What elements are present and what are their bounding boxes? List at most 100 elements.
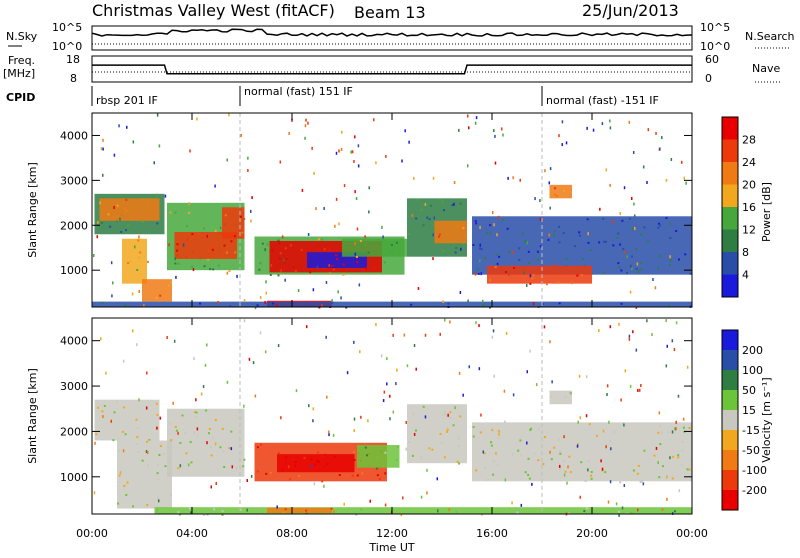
x-tick-label: 00:00 — [676, 527, 708, 540]
colorbar-swatch — [722, 274, 738, 297]
power-region-12 — [434, 220, 467, 244]
velocity-region-4 — [277, 454, 356, 473]
colorbar-tick-label: 200 — [742, 344, 763, 357]
colorbar-swatch — [722, 207, 738, 230]
x-axis-label: Time UT — [368, 541, 414, 554]
colorbar-tick-label: 8 — [742, 246, 749, 259]
velocity-region-0 — [94, 399, 160, 442]
y-tick-label: 1000 — [60, 471, 88, 484]
velocity-scatter — [93, 318, 689, 517]
power-y-axis: 1000 2000 3000 4000 — [60, 129, 692, 277]
cpid-mode-3: normal (fast) -151 IF — [546, 94, 659, 107]
freq-left-tick-top: 18 — [66, 53, 80, 66]
velocity-colorbar-label: Velocity [m s⁻¹] — [760, 377, 773, 462]
colorbar-tick-label: -15 — [742, 424, 760, 437]
velocity-heatmap — [93, 318, 693, 517]
colorbar-tick-label: 12 — [742, 224, 756, 237]
noise-left-tick-top: 10^5 — [52, 21, 82, 34]
power-y-label: Slant Range [km] — [26, 162, 39, 258]
x-tick-label: 16:00 — [476, 527, 508, 540]
noise-right-tick-bottom: 10^0 — [700, 40, 730, 53]
velocity-y-label: Slant Range [km] — [26, 368, 39, 464]
power-scatter — [92, 113, 687, 310]
colorbar-swatch — [722, 139, 738, 162]
x-tick-label: 04:00 — [176, 527, 208, 540]
colorbar-tick-label: 50 — [742, 384, 756, 397]
nave-label: Nave — [752, 62, 780, 75]
colorbar-tick-label: 24 — [742, 156, 756, 169]
frequency-panel: Freq. [MHz] 18 8 60 0 Nave — [3, 53, 782, 85]
cpid-mode-1: rbsp 201 IF — [96, 94, 158, 107]
beam-title: Beam 13 — [354, 3, 426, 22]
noise-right-label: N.Search — [745, 30, 795, 43]
colorbar-swatch — [722, 450, 738, 470]
freq-label-line2: [MHz] — [3, 67, 35, 80]
freq-label-line1: Freq. — [8, 54, 35, 67]
power-colorbar: 4 8 12 16 20 24 28 — [721, 116, 756, 298]
y-tick-label: 3000 — [60, 174, 88, 187]
power-region-6 — [222, 207, 245, 239]
colorbar-swatch — [722, 430, 738, 450]
x-tick-label: 20:00 — [576, 527, 608, 540]
colorbar-swatch — [722, 390, 738, 410]
colorbar-tick-label: 28 — [742, 134, 756, 147]
velocity-region-5 — [357, 445, 400, 470]
station-title: Christmas Valley West (fitACF) — [92, 1, 335, 20]
frequency-line — [92, 64, 692, 75]
velocity-colorbar: -200 -100 -50 -15 15 50 100 200 — [721, 329, 767, 511]
power-region-13 — [472, 216, 692, 276]
colorbar-tick-label: -100 — [742, 464, 767, 477]
velocity-region-1 — [117, 440, 173, 509]
freq-right-tick-bottom: 0 — [705, 72, 712, 85]
y-tick-label: 4000 — [60, 335, 88, 348]
cpid-label: CPID — [6, 91, 35, 104]
noise-sky-line — [91, 28, 693, 37]
noise-left-label: N.Sky — [6, 30, 38, 43]
colorbar-swatch — [722, 330, 738, 350]
power-region-14 — [487, 265, 592, 286]
colorbar-tick-label: 20 — [742, 179, 756, 192]
noise-right-tick-top: 10^5 — [700, 21, 730, 34]
colorbar-swatch — [722, 184, 738, 207]
x-tick-label: 08:00 — [276, 527, 308, 540]
power-region-3 — [142, 279, 173, 302]
date-title: 25/Jun/2013 — [582, 1, 679, 20]
velocity-panel: 1000 2000 3000 4000 Slant Range [km] — [26, 317, 693, 517]
freq-right-tick-top: 60 — [705, 53, 719, 66]
colorbar-swatch — [722, 117, 738, 140]
velocity-region-6 — [407, 404, 467, 465]
colorbar-swatch — [722, 470, 738, 490]
velocity-region-9 — [154, 507, 692, 516]
noise-left-tick-bottom: 10^0 — [52, 40, 82, 53]
cpid-mode-2: normal (fast) 151 IF — [244, 85, 353, 98]
time-axis: 00:00 04:00 08:00 12:00 16:00 20:00 00:00 — [76, 113, 708, 540]
noise-panel: N.Sky 10^5 10^0 10^5 10^0 N.Search — [6, 21, 795, 53]
power-region-15 — [549, 184, 572, 199]
colorbar-swatch — [722, 410, 738, 430]
power-heatmap — [92, 113, 692, 310]
power-colorbar-label: Power [dB] — [760, 182, 773, 242]
power-region-10 — [342, 238, 407, 258]
colorbar-swatch — [722, 252, 738, 275]
velocity-region-7 — [472, 422, 693, 484]
velocity-region-10 — [267, 507, 333, 515]
colorbar-swatch — [722, 229, 738, 252]
power-region-1 — [99, 198, 160, 221]
colorbar-swatch — [722, 370, 738, 390]
y-tick-label: 2000 — [60, 425, 88, 438]
freq-left-tick-bottom: 8 — [70, 72, 77, 85]
velocity-region-2 — [167, 408, 246, 477]
y-tick-label: 3000 — [60, 380, 88, 393]
velocity-y-axis: 1000 2000 3000 4000 — [60, 335, 692, 484]
colorbar-tick-label: -50 — [742, 444, 760, 457]
colorbar-tick-label: 4 — [742, 269, 749, 282]
colorbar-swatch — [722, 162, 738, 185]
y-tick-label: 2000 — [60, 219, 88, 232]
x-tick-label: 12:00 — [376, 527, 408, 540]
colorbar-swatch — [722, 350, 738, 370]
y-tick-label: 4000 — [60, 129, 88, 142]
y-tick-label: 1000 — [60, 264, 88, 277]
colorbar-tick-label: 15 — [742, 404, 756, 417]
cpid-panel: CPID rbsp 201 IF normal (fast) 151 IF no… — [6, 85, 659, 107]
